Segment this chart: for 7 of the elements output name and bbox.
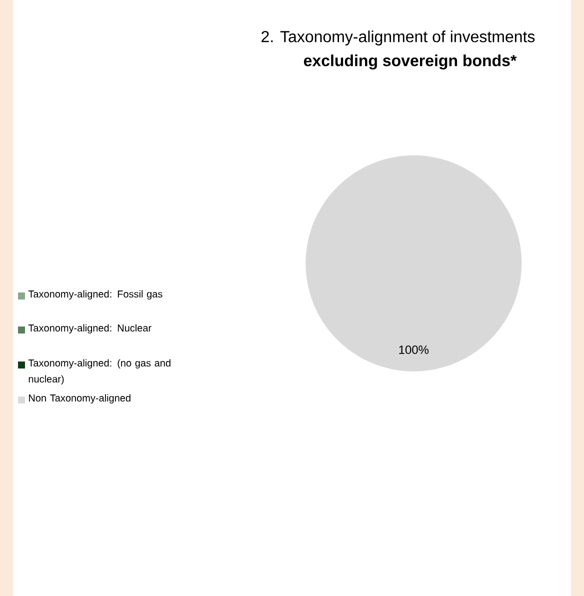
legend-label: Taxonomy-aligned: Nuclear [28, 324, 152, 334]
legend-label: Taxonomy-aligned: Fossil gas [28, 290, 162, 300]
chart-subtitle: excluding sovereign bonds* [304, 54, 517, 70]
chart-title: 2. Taxonomy-alignment of investments [262, 30, 535, 46]
legend-label: Taxonomy-aligned: (no gas and nuclear) [28, 359, 170, 385]
data-label: 100% [399, 346, 429, 354]
legend-label: Non Taxonomy-aligned [29, 394, 130, 404]
